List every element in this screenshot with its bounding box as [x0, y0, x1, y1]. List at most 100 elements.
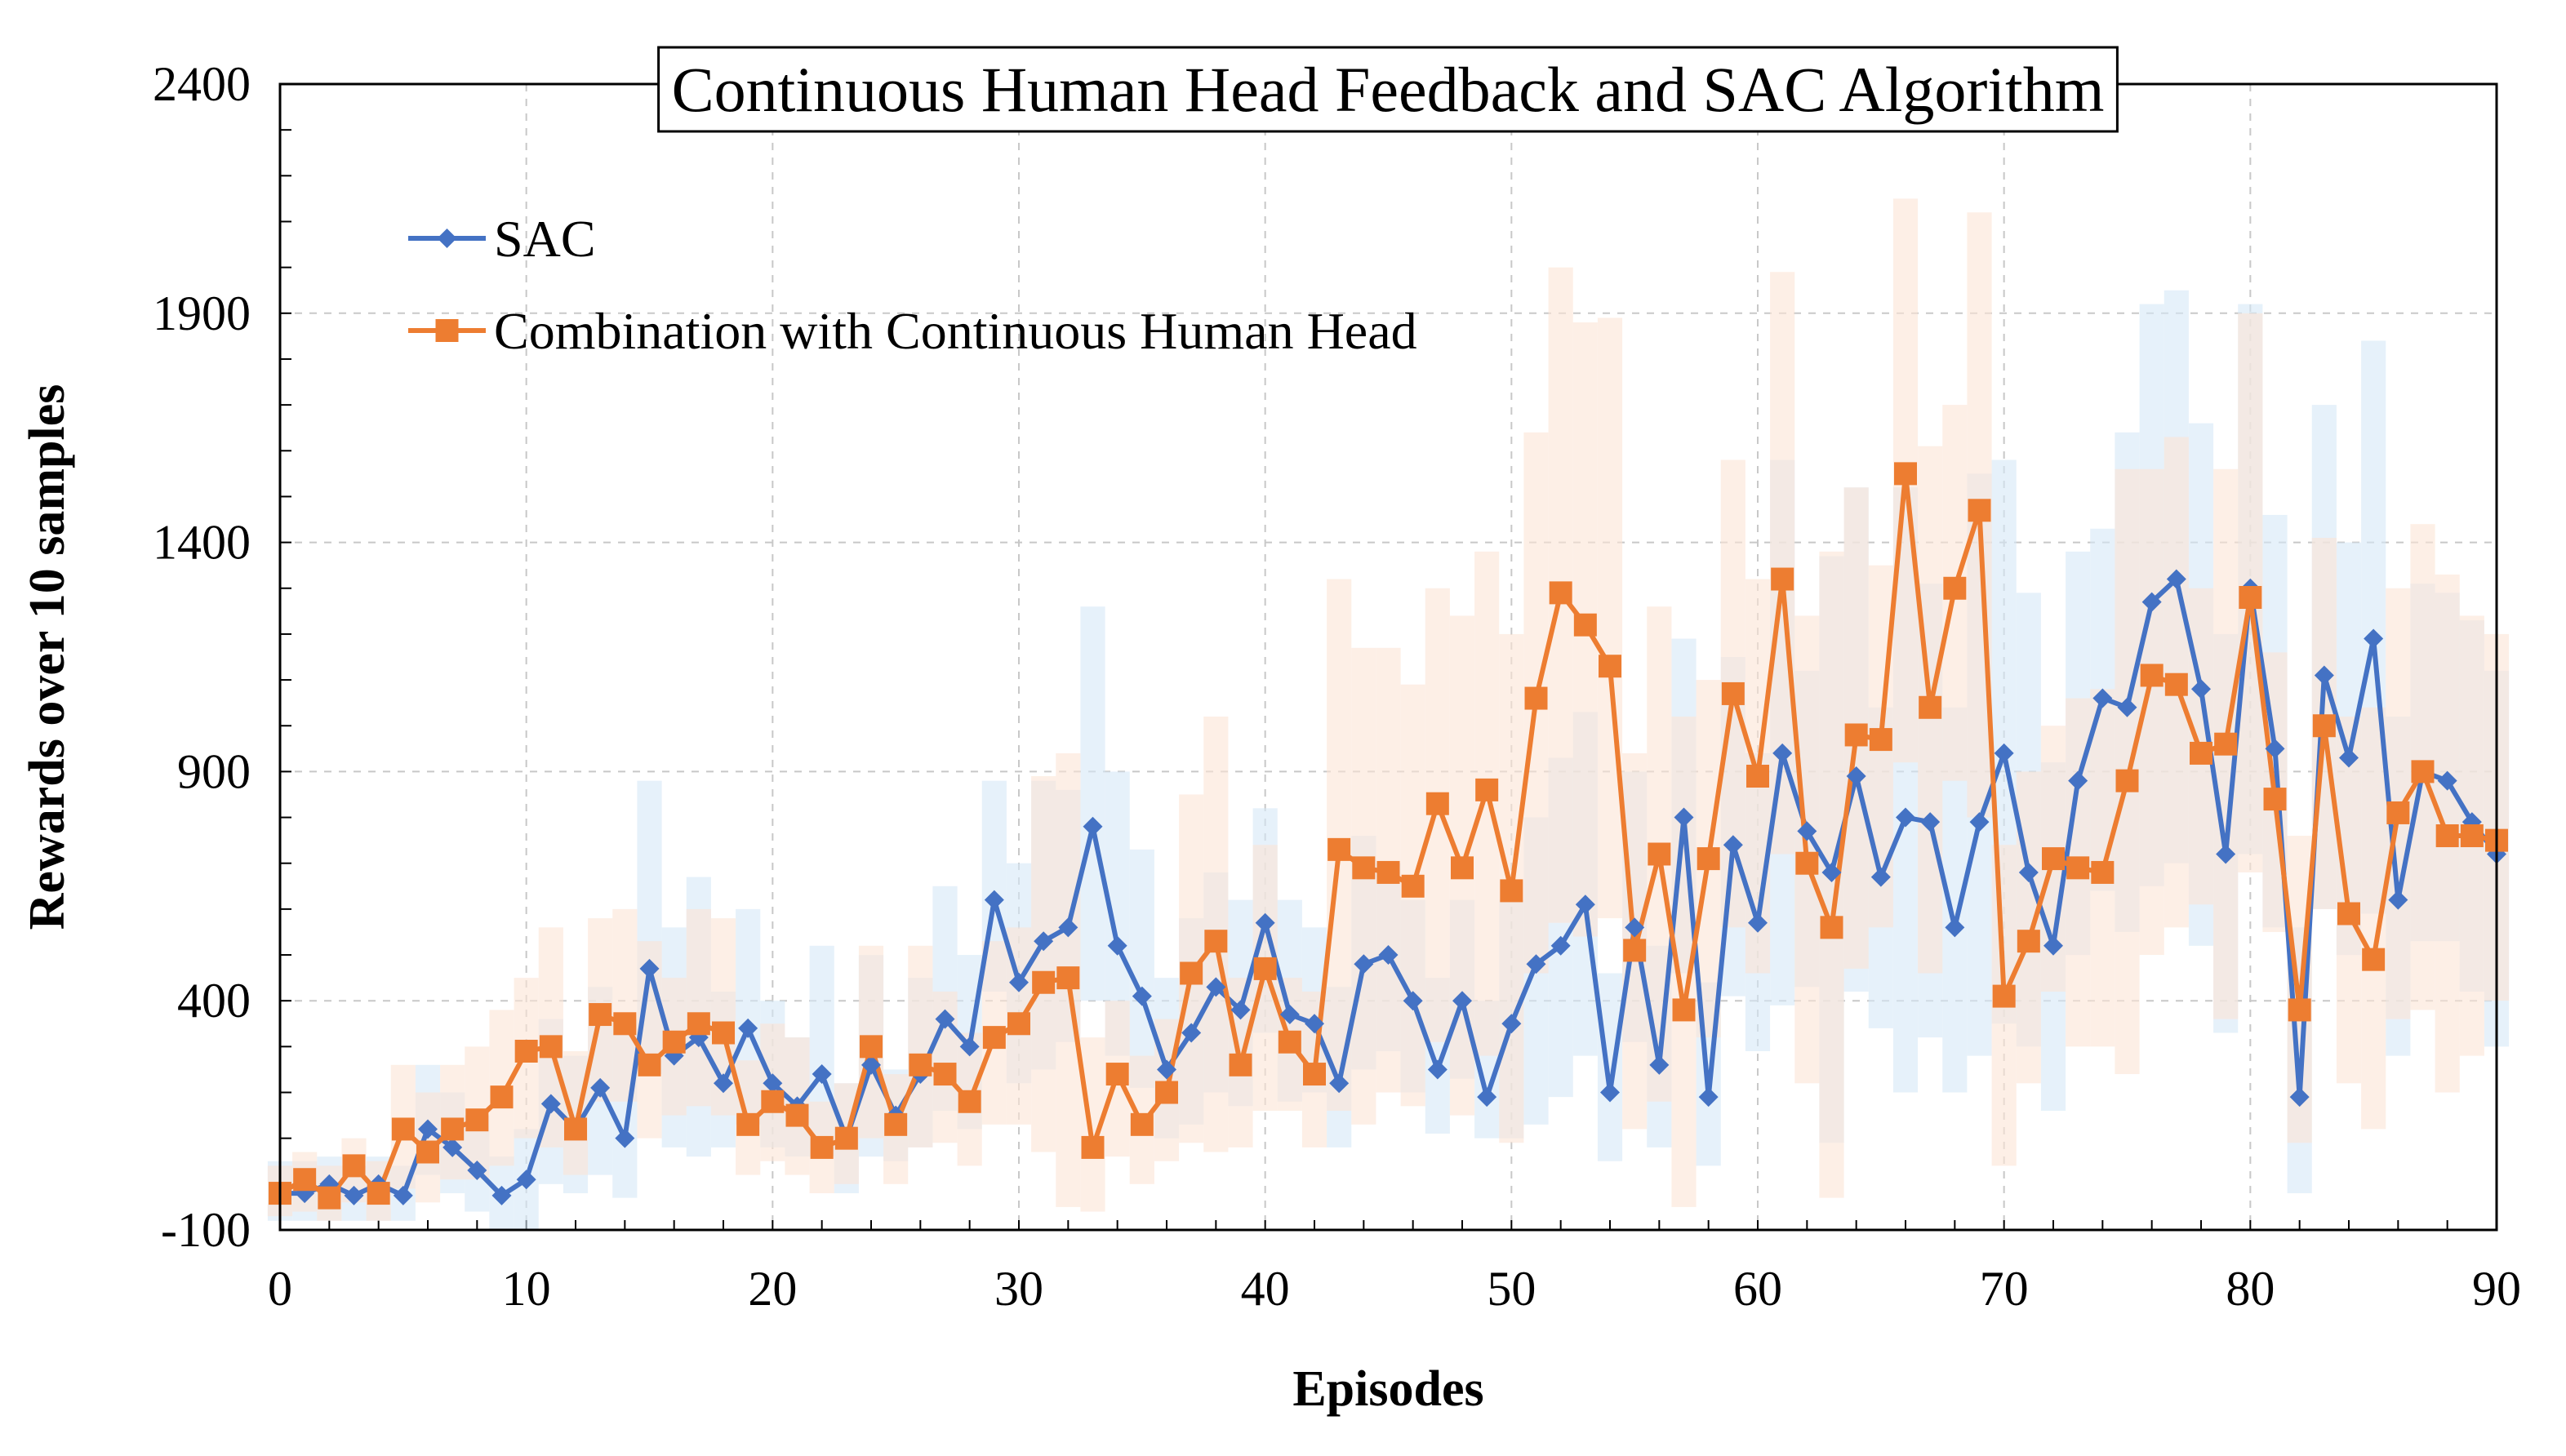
sac-point [1674, 807, 1694, 828]
combination-point [589, 1003, 612, 1027]
combination-error-band [1425, 588, 1450, 1042]
sac-point [1846, 766, 1866, 787]
sac-point [1427, 1059, 1448, 1080]
combination-point [342, 1154, 366, 1178]
sac-point [1625, 917, 1645, 938]
sac-point [1083, 816, 1103, 837]
sac-point [1896, 807, 1915, 828]
combination-point [1081, 1135, 1105, 1159]
combination-point [1795, 851, 1819, 875]
sac-point [1107, 935, 1127, 956]
combination-point [539, 1035, 563, 1059]
sac-point [1870, 867, 1891, 887]
sac-point [1378, 945, 1399, 965]
combination-point [1943, 576, 1967, 600]
combination-point [391, 1117, 415, 1141]
y-tick-label: -100 [161, 1203, 251, 1257]
combination-point [1204, 930, 1228, 953]
sac-point [2068, 770, 2088, 791]
combination-point [416, 1140, 439, 1164]
sac-point [2191, 679, 2211, 699]
combination-point [2115, 769, 2139, 792]
legend-combination-marker [435, 319, 459, 342]
combination-point [2411, 760, 2435, 783]
combination-point [860, 1035, 883, 1059]
sac-point [2265, 739, 2285, 759]
sac-point [2166, 569, 2186, 589]
sac-point [984, 890, 1004, 910]
legend-combination-label: Combination with Continuous Human Head [494, 302, 1417, 360]
sac-point [2117, 697, 2137, 717]
sac-point [2339, 748, 2359, 768]
x-tick-label: 20 [748, 1262, 797, 1316]
combination-point [1500, 879, 1523, 903]
combination-point [318, 1186, 341, 1210]
combination-point [1303, 1063, 1326, 1086]
combination-point [367, 1182, 390, 1205]
combination-error-band [686, 908, 711, 1107]
sac-point [1034, 931, 1054, 952]
x-tick-label: 0 [268, 1262, 292, 1316]
sac-point [1501, 1014, 1522, 1034]
combination-point [564, 1117, 587, 1141]
combination-point [687, 1012, 710, 1036]
sac-point [1994, 743, 2014, 763]
x-tick-label: 40 [1241, 1262, 1290, 1316]
x-tick-label: 70 [1980, 1262, 2029, 1316]
combination-point [1919, 695, 1942, 719]
sac-point [763, 1073, 783, 1094]
sac-point [2092, 688, 2113, 708]
sac-point [2018, 862, 2039, 882]
combination-point [514, 1039, 538, 1063]
sac-point [1206, 977, 1226, 997]
sac-point [1526, 954, 1546, 974]
chart-title: Continuous Human Head Feedback and SAC A… [672, 54, 2105, 125]
sac-point [540, 1094, 561, 1114]
combination-point [810, 1135, 834, 1159]
combination-point [1524, 686, 1548, 710]
sac-point [615, 1128, 635, 1148]
combination-point [2164, 673, 2188, 696]
combination-point [1376, 860, 1400, 884]
sac-point [935, 1009, 955, 1029]
sac-point [1748, 912, 1768, 933]
sac-point [959, 1037, 980, 1057]
combination-point [1425, 792, 1449, 815]
sac-point [442, 1137, 463, 1157]
sac-point [2216, 844, 2236, 864]
sac-point [812, 1064, 832, 1085]
combination-point [1672, 998, 1696, 1022]
combination-point [884, 1112, 908, 1136]
combination-point [1623, 939, 1647, 962]
x-tick-label: 10 [502, 1262, 551, 1316]
combination-error-band [1351, 647, 1376, 1125]
combination-point [761, 1090, 785, 1113]
combination-point [1573, 613, 1597, 637]
sac-point [1255, 912, 1275, 933]
sac-point [418, 1119, 438, 1139]
combination-point [1007, 1012, 1030, 1036]
combination-point [1648, 842, 1671, 866]
combination-point [1549, 581, 1572, 605]
y-axis-title: Rewards over 10 samples [20, 384, 75, 930]
sac-point [738, 1018, 758, 1038]
combination-point [1105, 1063, 1129, 1086]
sac-point [1821, 862, 1842, 882]
combination-point [2312, 714, 2336, 738]
sac-point [639, 958, 660, 979]
sac-point [2364, 628, 2384, 649]
sac-point [1550, 935, 1571, 956]
combination-point [2214, 732, 2238, 756]
combination-point [1968, 499, 1991, 522]
x-tick-label: 50 [1487, 1262, 1536, 1316]
combination-point [1475, 778, 1499, 801]
y-tick-label: 900 [177, 744, 251, 798]
sac-point [2314, 665, 2334, 686]
combination-point [2386, 801, 2410, 824]
legend-sac-marker [437, 229, 457, 248]
sac-point [344, 1185, 364, 1205]
sac-point [1132, 986, 1152, 1006]
combination-error-band [1597, 317, 1623, 919]
y-tick-label: 2400 [153, 57, 251, 111]
